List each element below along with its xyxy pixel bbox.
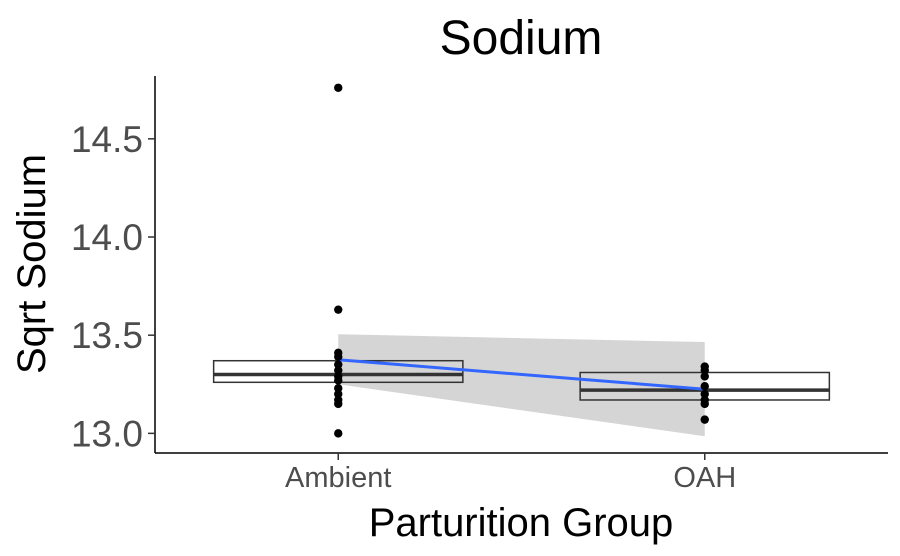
data-point (334, 360, 343, 369)
data-point (700, 382, 709, 391)
confidence-band (338, 334, 705, 437)
data-point (334, 429, 343, 438)
data-point (700, 389, 709, 399)
data-point (334, 352, 343, 361)
y-tick-label: 13.0 (71, 413, 143, 454)
data-point (334, 366, 343, 375)
y-tick-label: 14.0 (71, 217, 143, 258)
data-point (700, 372, 709, 381)
data-point (334, 384, 343, 393)
data-point (334, 305, 343, 314)
x-tick-layer: Ambient OAH (285, 453, 736, 494)
data-point (334, 399, 343, 409)
data-point (334, 389, 343, 399)
y-tick-label: 14.5 (71, 119, 143, 160)
chart-title: Sodium (440, 12, 603, 65)
data-point (334, 83, 343, 92)
trend-line-layer (338, 358, 705, 391)
confidence-band-layer (338, 334, 705, 437)
x-axis-title: Parturition Group (369, 501, 674, 545)
data-point (700, 415, 709, 424)
trend-line (338, 358, 705, 391)
y-axis-title: Sqrt Sodium (10, 154, 54, 374)
data-point (700, 399, 709, 409)
y-tick-layer: 13.0 13.5 14.0 14.5 (71, 119, 155, 454)
x-tick-label: Ambient (285, 462, 391, 494)
point-layer (334, 83, 709, 438)
x-tick-label: OAH (673, 462, 736, 494)
data-point (334, 376, 343, 385)
data-point (700, 366, 709, 375)
y-tick-label: 13.5 (71, 315, 143, 356)
